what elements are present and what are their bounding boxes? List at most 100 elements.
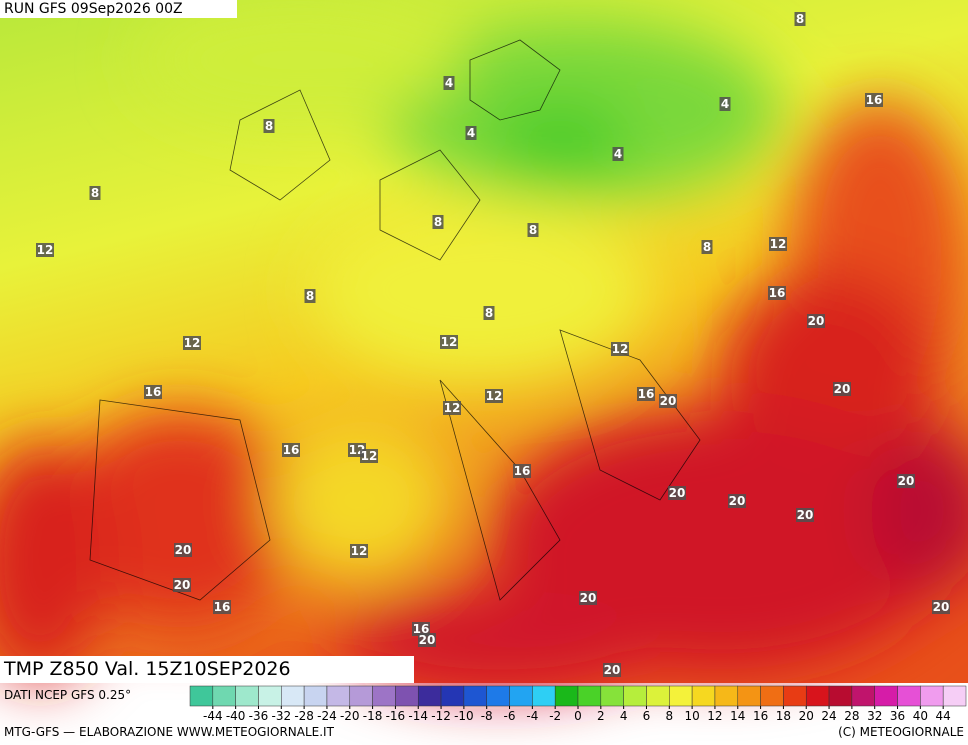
source-note: DATI NCEP GFS 0.25°	[4, 688, 131, 702]
contour-label: 16	[413, 622, 430, 636]
contour-label-box	[89, 186, 101, 200]
colorbar-label: 44	[936, 709, 951, 723]
colorbar-label: 24	[821, 709, 836, 723]
contour-label-box	[485, 389, 503, 403]
contour-label-box	[612, 147, 624, 161]
contour-label: 8	[796, 12, 804, 26]
colorbar-swatch	[349, 685, 373, 707]
header-box	[0, 0, 237, 18]
colorbar-swatch	[805, 685, 830, 707]
contour-label-box	[668, 486, 686, 500]
colorbar-label: -4	[526, 709, 538, 723]
colorbar-label: 16	[753, 709, 768, 723]
colorbar-swatch	[920, 685, 944, 707]
contour-label-box	[579, 591, 597, 605]
colorbar-swatch	[737, 685, 761, 707]
contour-label-box	[728, 494, 746, 508]
contour-label-box	[719, 97, 731, 111]
colorbar-swatch	[440, 685, 465, 707]
contour-label: 8	[529, 223, 537, 237]
contour-label: 8	[703, 240, 711, 254]
colorbar-swatch	[326, 685, 351, 707]
contour-label-box	[350, 544, 368, 558]
contour-label: 16	[638, 387, 655, 401]
contour-label: 20	[808, 314, 825, 328]
contour-label-box	[183, 336, 201, 350]
contour-label-box	[418, 633, 436, 647]
colorbar-label: -6	[504, 709, 516, 723]
colorbar-swatch	[760, 685, 784, 707]
colorbar-swatch	[828, 685, 853, 707]
contour-label: 4	[467, 126, 475, 140]
colorbar-label: 40	[913, 709, 928, 723]
contour-label-box	[796, 508, 814, 522]
colorbar-label: -36	[249, 709, 269, 723]
colorbar-swatch	[417, 685, 442, 707]
colorbar-swatch	[623, 685, 647, 707]
contour-label-box	[833, 382, 851, 396]
contour-label-box	[282, 443, 300, 457]
contour-label-box	[412, 622, 430, 636]
colorbar-label: -12	[431, 709, 451, 723]
colorbar-label: 28	[844, 709, 859, 723]
colorbar-swatch	[509, 685, 533, 707]
colorbar-label: 12	[707, 709, 722, 723]
colorbar-label: -14	[408, 709, 428, 723]
contour-label: 20	[729, 494, 746, 508]
contour-label-box	[304, 289, 316, 303]
map-title: TMP Z850 Val. 15Z10SEP2026	[3, 658, 291, 680]
contour-label: 16	[514, 464, 531, 478]
colorbar-swatch	[303, 685, 328, 707]
colorbar-label: 4	[620, 709, 628, 723]
colorbar-label: 32	[867, 709, 882, 723]
colorbar-swatch	[897, 685, 921, 707]
contour-label: 12	[184, 336, 201, 350]
contour-label-box	[701, 240, 713, 254]
colorbar-label: -2	[549, 709, 561, 723]
colorbar-label: 2	[597, 709, 605, 723]
contour-label-box	[144, 385, 162, 399]
colorbar-swatch	[395, 685, 419, 707]
contour-label: 16	[283, 443, 300, 457]
colorbar-swatch	[212, 685, 236, 707]
colorbar-label: 0	[574, 709, 582, 723]
colorbar-label: -18	[363, 709, 383, 723]
contour-label: 12	[37, 243, 54, 257]
colorbar-label: -44	[203, 709, 223, 723]
contour-label-box	[213, 600, 231, 614]
colorbar-label: -40	[226, 709, 246, 723]
contour-label: 16	[145, 385, 162, 399]
colorbar-label: 10	[684, 709, 699, 723]
contour-label: 12	[444, 401, 461, 415]
contour-label-box	[865, 93, 883, 107]
contour-label-box	[483, 306, 495, 320]
colorbar-label: 36	[890, 709, 905, 723]
colorbar-swatch	[189, 685, 214, 707]
contour-label-box	[659, 394, 677, 408]
colorbar-swatch	[942, 685, 967, 707]
contour-label: 8	[91, 186, 99, 200]
contour-label-box	[807, 314, 825, 328]
colorbar-swatch	[372, 685, 396, 707]
footer-right: (C) METEOGIORNALE	[838, 725, 964, 739]
colorbar-label: -20	[340, 709, 360, 723]
contour-label: 20	[933, 600, 950, 614]
title-box	[0, 656, 414, 683]
contour-label-box	[794, 12, 806, 26]
contour-label: 12	[770, 237, 787, 251]
colorbar-swatch	[874, 685, 898, 707]
colorbar-label: 6	[643, 709, 651, 723]
contour-label: 12	[486, 389, 503, 403]
contour-label-box	[443, 401, 461, 415]
colorbar-swatch	[235, 685, 259, 707]
contour-label: 20	[604, 663, 621, 677]
contour-label: 20	[580, 591, 597, 605]
colorbar-swatch	[714, 685, 739, 707]
colorbar-label: 14	[730, 709, 745, 723]
contour-label-box	[637, 387, 655, 401]
colorbar-swatch	[532, 685, 556, 707]
colorbar-label: -28	[294, 709, 314, 723]
colorbar-label: -32	[271, 709, 291, 723]
